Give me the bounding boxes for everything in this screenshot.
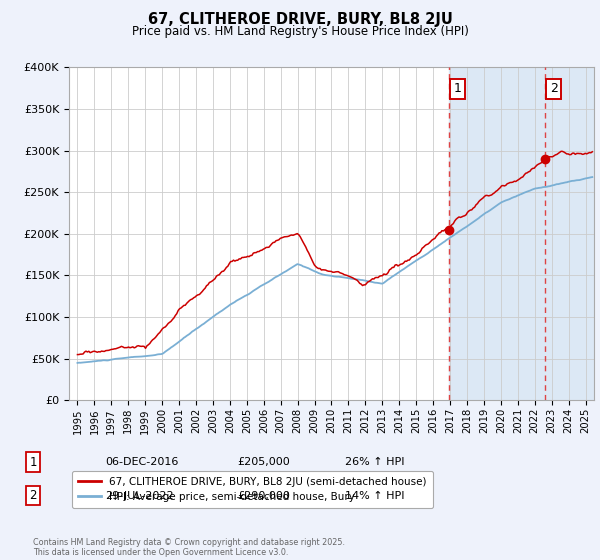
Text: 14% ↑ HPI: 14% ↑ HPI	[345, 491, 404, 501]
Text: 2: 2	[29, 489, 37, 502]
Text: 2: 2	[550, 82, 557, 95]
Bar	[449, 67, 594, 400]
Text: Contains HM Land Registry data © Crown copyright and database right 2025.
This d: Contains HM Land Registry data © Crown c…	[33, 538, 345, 557]
Text: £290,000: £290,000	[237, 491, 290, 501]
Text: 1: 1	[29, 455, 37, 469]
Text: 67, CLITHEROE DRIVE, BURY, BL8 2JU: 67, CLITHEROE DRIVE, BURY, BL8 2JU	[148, 12, 452, 27]
Text: 26% ↑ HPI: 26% ↑ HPI	[345, 457, 404, 467]
Text: Price paid vs. HM Land Registry's House Price Index (HPI): Price paid vs. HM Land Registry's House …	[131, 25, 469, 38]
Text: £205,000: £205,000	[237, 457, 290, 467]
Text: 06-DEC-2016: 06-DEC-2016	[105, 457, 178, 467]
Text: 29-JUL-2022: 29-JUL-2022	[105, 491, 173, 501]
Legend: 67, CLITHEROE DRIVE, BURY, BL8 2JU (semi-detached house), HPI: Average price, se: 67, CLITHEROE DRIVE, BURY, BL8 2JU (semi…	[71, 470, 433, 508]
Text: 1: 1	[454, 82, 461, 95]
